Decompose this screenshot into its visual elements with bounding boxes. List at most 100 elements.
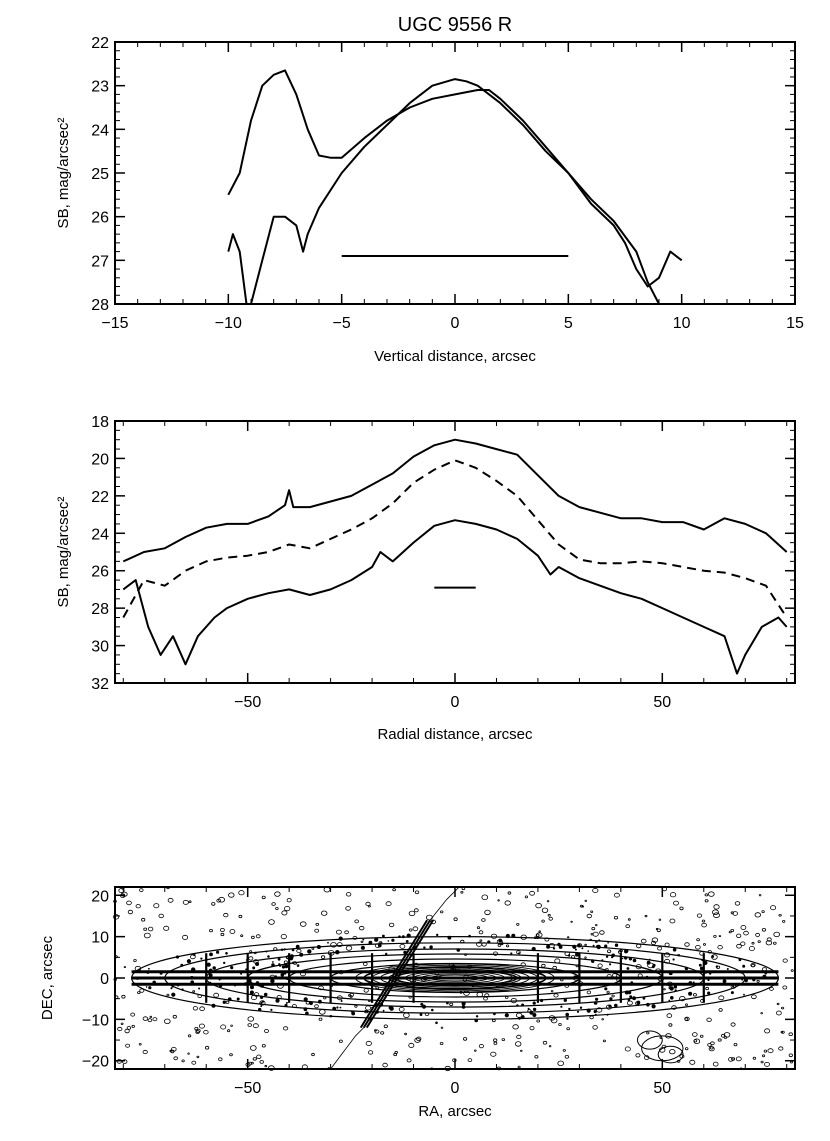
noise-contour bbox=[182, 934, 189, 940]
y-tick-label: 26 bbox=[91, 210, 109, 227]
noise-contour bbox=[669, 1049, 676, 1055]
noise-contour bbox=[444, 1065, 451, 1072]
noise-contour bbox=[669, 918, 676, 924]
noise-contour bbox=[228, 892, 235, 898]
noise-contour bbox=[501, 1038, 505, 1041]
y-tick-label: −20 bbox=[82, 1054, 109, 1071]
noise-contour bbox=[354, 1004, 358, 1008]
noise-contour bbox=[213, 992, 220, 998]
noise-contour bbox=[655, 927, 659, 931]
noise-contour bbox=[516, 1034, 522, 1040]
noise-contour bbox=[158, 913, 164, 919]
noise-contour bbox=[479, 939, 483, 942]
noise-contour bbox=[512, 1024, 519, 1030]
edge-clump bbox=[270, 1008, 273, 1012]
noise-contour bbox=[218, 896, 226, 903]
noise-contour bbox=[504, 900, 511, 906]
noise-contour bbox=[252, 1057, 257, 1061]
edge-clump bbox=[673, 985, 678, 989]
noise-contour bbox=[696, 913, 703, 918]
noise-contour bbox=[229, 929, 236, 934]
noise-contour bbox=[761, 927, 767, 932]
noise-contour bbox=[770, 905, 777, 911]
noise-contour bbox=[484, 909, 491, 916]
noise-contour bbox=[268, 919, 275, 925]
y-tick-label: 10 bbox=[91, 930, 109, 947]
noise-contour bbox=[113, 914, 120, 920]
noise-contour bbox=[515, 1041, 522, 1047]
noise-contour bbox=[586, 913, 592, 919]
edge-clump bbox=[567, 954, 571, 957]
noise-contour bbox=[564, 1055, 570, 1059]
noise-contour bbox=[673, 900, 679, 906]
noise-contour bbox=[264, 1029, 269, 1034]
noise-contour bbox=[478, 930, 484, 935]
noise-contour bbox=[713, 912, 720, 918]
noise-contour bbox=[591, 926, 596, 931]
plot-frame-middle bbox=[114, 420, 796, 684]
noise-contour bbox=[764, 1028, 771, 1034]
edge-clump bbox=[148, 967, 150, 970]
noise-contour bbox=[481, 918, 486, 922]
noise-contour bbox=[124, 1028, 130, 1034]
noise-contour bbox=[330, 942, 337, 948]
y-tick-label: 23 bbox=[91, 79, 109, 96]
noise-contour bbox=[614, 892, 620, 898]
edge-clump bbox=[651, 1004, 656, 1009]
noise-contour bbox=[736, 943, 742, 949]
noise-contour bbox=[439, 1042, 444, 1046]
noise-contour bbox=[517, 1065, 521, 1069]
noise-contour bbox=[345, 892, 352, 897]
noise-contour bbox=[449, 1002, 454, 1007]
noise-contour bbox=[253, 992, 260, 997]
noise-contour bbox=[490, 1051, 497, 1057]
noise-contour bbox=[133, 959, 137, 963]
edge-clump bbox=[532, 1007, 537, 1012]
edge-clump bbox=[340, 1000, 343, 1002]
noise-contour bbox=[773, 931, 780, 938]
noise-contour bbox=[167, 897, 174, 903]
noise-contour bbox=[701, 922, 707, 928]
x-axis-title-top: Vertical distance, arcsec bbox=[374, 348, 536, 365]
noise-contour bbox=[440, 1026, 444, 1029]
noise-contour bbox=[707, 891, 715, 897]
edge-clump bbox=[260, 1002, 263, 1004]
noise-contour bbox=[315, 922, 320, 926]
noise-contour bbox=[476, 926, 481, 930]
companion-contour bbox=[657, 1045, 684, 1064]
edge-clump bbox=[145, 986, 148, 988]
noise-contour bbox=[139, 888, 144, 892]
edge-clump bbox=[568, 1007, 571, 1011]
edge-clump bbox=[605, 955, 609, 958]
noise-contour bbox=[282, 1026, 289, 1031]
edge-clump bbox=[652, 963, 656, 967]
noise-contour bbox=[718, 1008, 723, 1012]
noise-contour bbox=[182, 900, 189, 905]
edge-clump bbox=[200, 957, 203, 960]
noise-contour bbox=[473, 1049, 477, 1052]
noise-contour bbox=[505, 996, 509, 999]
noise-contour bbox=[259, 1060, 264, 1064]
noise-contour bbox=[684, 942, 690, 947]
noise-contour bbox=[713, 904, 720, 910]
noise-contour bbox=[172, 1014, 177, 1019]
noise-contour bbox=[238, 890, 245, 896]
noise-contour bbox=[760, 1060, 764, 1064]
noise-contour bbox=[529, 1026, 535, 1031]
noise-contour bbox=[404, 1032, 408, 1036]
noise-contour bbox=[360, 940, 364, 944]
edge-clump bbox=[307, 949, 312, 954]
noise-contour bbox=[143, 932, 151, 939]
x-tick-label: 5 bbox=[564, 315, 573, 332]
noise-contour bbox=[481, 894, 489, 901]
edge-clump bbox=[295, 944, 300, 949]
edge-clump bbox=[260, 1005, 263, 1008]
edge-clump bbox=[281, 965, 286, 969]
noise-contour bbox=[393, 1052, 398, 1057]
noise-contour bbox=[256, 1054, 262, 1059]
noise-contour bbox=[584, 956, 587, 959]
noise-contour bbox=[627, 1000, 633, 1006]
noise-contour bbox=[250, 1045, 257, 1051]
edge-clump bbox=[560, 1005, 563, 1008]
